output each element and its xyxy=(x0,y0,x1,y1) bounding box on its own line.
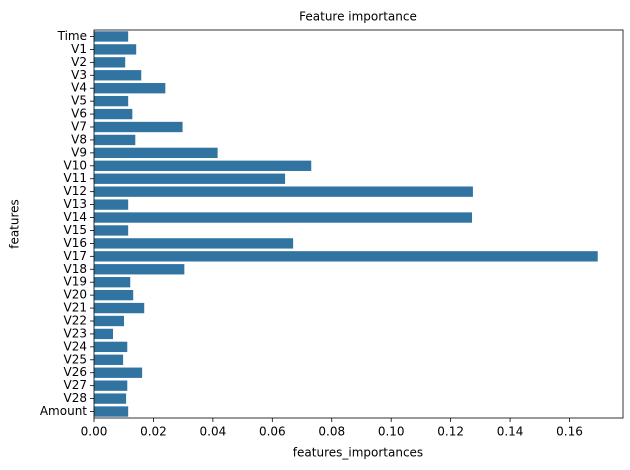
x-tick-label: 0.16 xyxy=(556,425,583,439)
y-axis-label: features xyxy=(8,199,22,249)
bar xyxy=(94,225,129,236)
bar xyxy=(94,160,312,171)
x-tick-label: 0.12 xyxy=(437,425,464,439)
bar xyxy=(94,406,129,417)
y-tick-label: V22 xyxy=(64,314,87,328)
y-tick-label: V4 xyxy=(71,81,87,95)
plot-frame xyxy=(93,29,624,419)
y-tick-label: V2 xyxy=(71,55,87,69)
bar xyxy=(94,264,185,275)
bar xyxy=(94,121,183,133)
x-tick-label: 0.02 xyxy=(140,425,167,439)
bar xyxy=(94,57,126,68)
y-tick-label: V10 xyxy=(64,158,87,172)
y-tick-label: V24 xyxy=(64,339,87,353)
y-tick-label: V5 xyxy=(71,94,87,108)
y-tick-label: V19 xyxy=(64,275,87,289)
bar xyxy=(94,315,125,327)
y-tick-label: V26 xyxy=(64,365,87,379)
y-tick-label: V7 xyxy=(71,120,87,134)
bar xyxy=(94,367,143,378)
y-tick-label: V21 xyxy=(64,301,87,315)
y-tick-label: V13 xyxy=(64,197,87,211)
chart-title: Feature importance xyxy=(299,10,417,24)
bar xyxy=(94,70,142,81)
y-tick-label: V8 xyxy=(71,132,87,146)
bar xyxy=(94,44,137,55)
y-tick-label: V23 xyxy=(64,326,87,340)
y-tick-label: V14 xyxy=(64,210,87,224)
bar xyxy=(94,277,131,288)
bar xyxy=(94,289,134,301)
y-tick-label: V27 xyxy=(64,378,87,392)
bar xyxy=(94,302,145,314)
y-tick-label: V20 xyxy=(64,288,87,302)
x-tick-label: 0.14 xyxy=(497,425,524,439)
bar xyxy=(94,186,473,197)
x-tick-label: 0.10 xyxy=(378,425,405,439)
bar xyxy=(94,238,294,249)
bar xyxy=(94,83,166,94)
y-tick-label: V16 xyxy=(64,236,87,250)
bar xyxy=(94,251,598,262)
bar xyxy=(94,173,286,184)
bar xyxy=(94,31,129,42)
bar xyxy=(94,95,129,107)
bar xyxy=(94,199,129,210)
y-tick-label: V18 xyxy=(64,262,87,276)
bar xyxy=(94,134,136,146)
y-tick-label: Time xyxy=(57,29,87,43)
y-tick-label: Amount xyxy=(40,404,87,418)
bar xyxy=(94,212,473,223)
y-tick-label: V11 xyxy=(64,171,87,185)
y-tick-label: V3 xyxy=(71,68,87,82)
x-tick-label: 0.04 xyxy=(200,425,227,439)
y-tick-label: V12 xyxy=(64,184,87,198)
x-axis-label: features_importances xyxy=(293,446,423,460)
y-tick-label: V1 xyxy=(71,42,87,56)
bar xyxy=(94,354,124,365)
y-tick-label: V15 xyxy=(64,223,87,237)
y-tick-label: V9 xyxy=(71,145,87,159)
y-tick-label: V6 xyxy=(71,107,87,121)
y-tick-label: V28 xyxy=(64,391,87,405)
bar xyxy=(94,147,218,159)
x-tick-label: 0.06 xyxy=(259,425,286,439)
bar xyxy=(94,328,114,340)
x-tick-label: 0.00 xyxy=(81,425,108,439)
bar xyxy=(94,380,128,391)
bar xyxy=(94,341,128,353)
x-tick-label: 0.08 xyxy=(318,425,345,439)
bar xyxy=(94,393,127,404)
bar xyxy=(94,108,133,120)
y-tick-label: V17 xyxy=(64,249,87,263)
y-tick-label: V25 xyxy=(64,352,87,366)
